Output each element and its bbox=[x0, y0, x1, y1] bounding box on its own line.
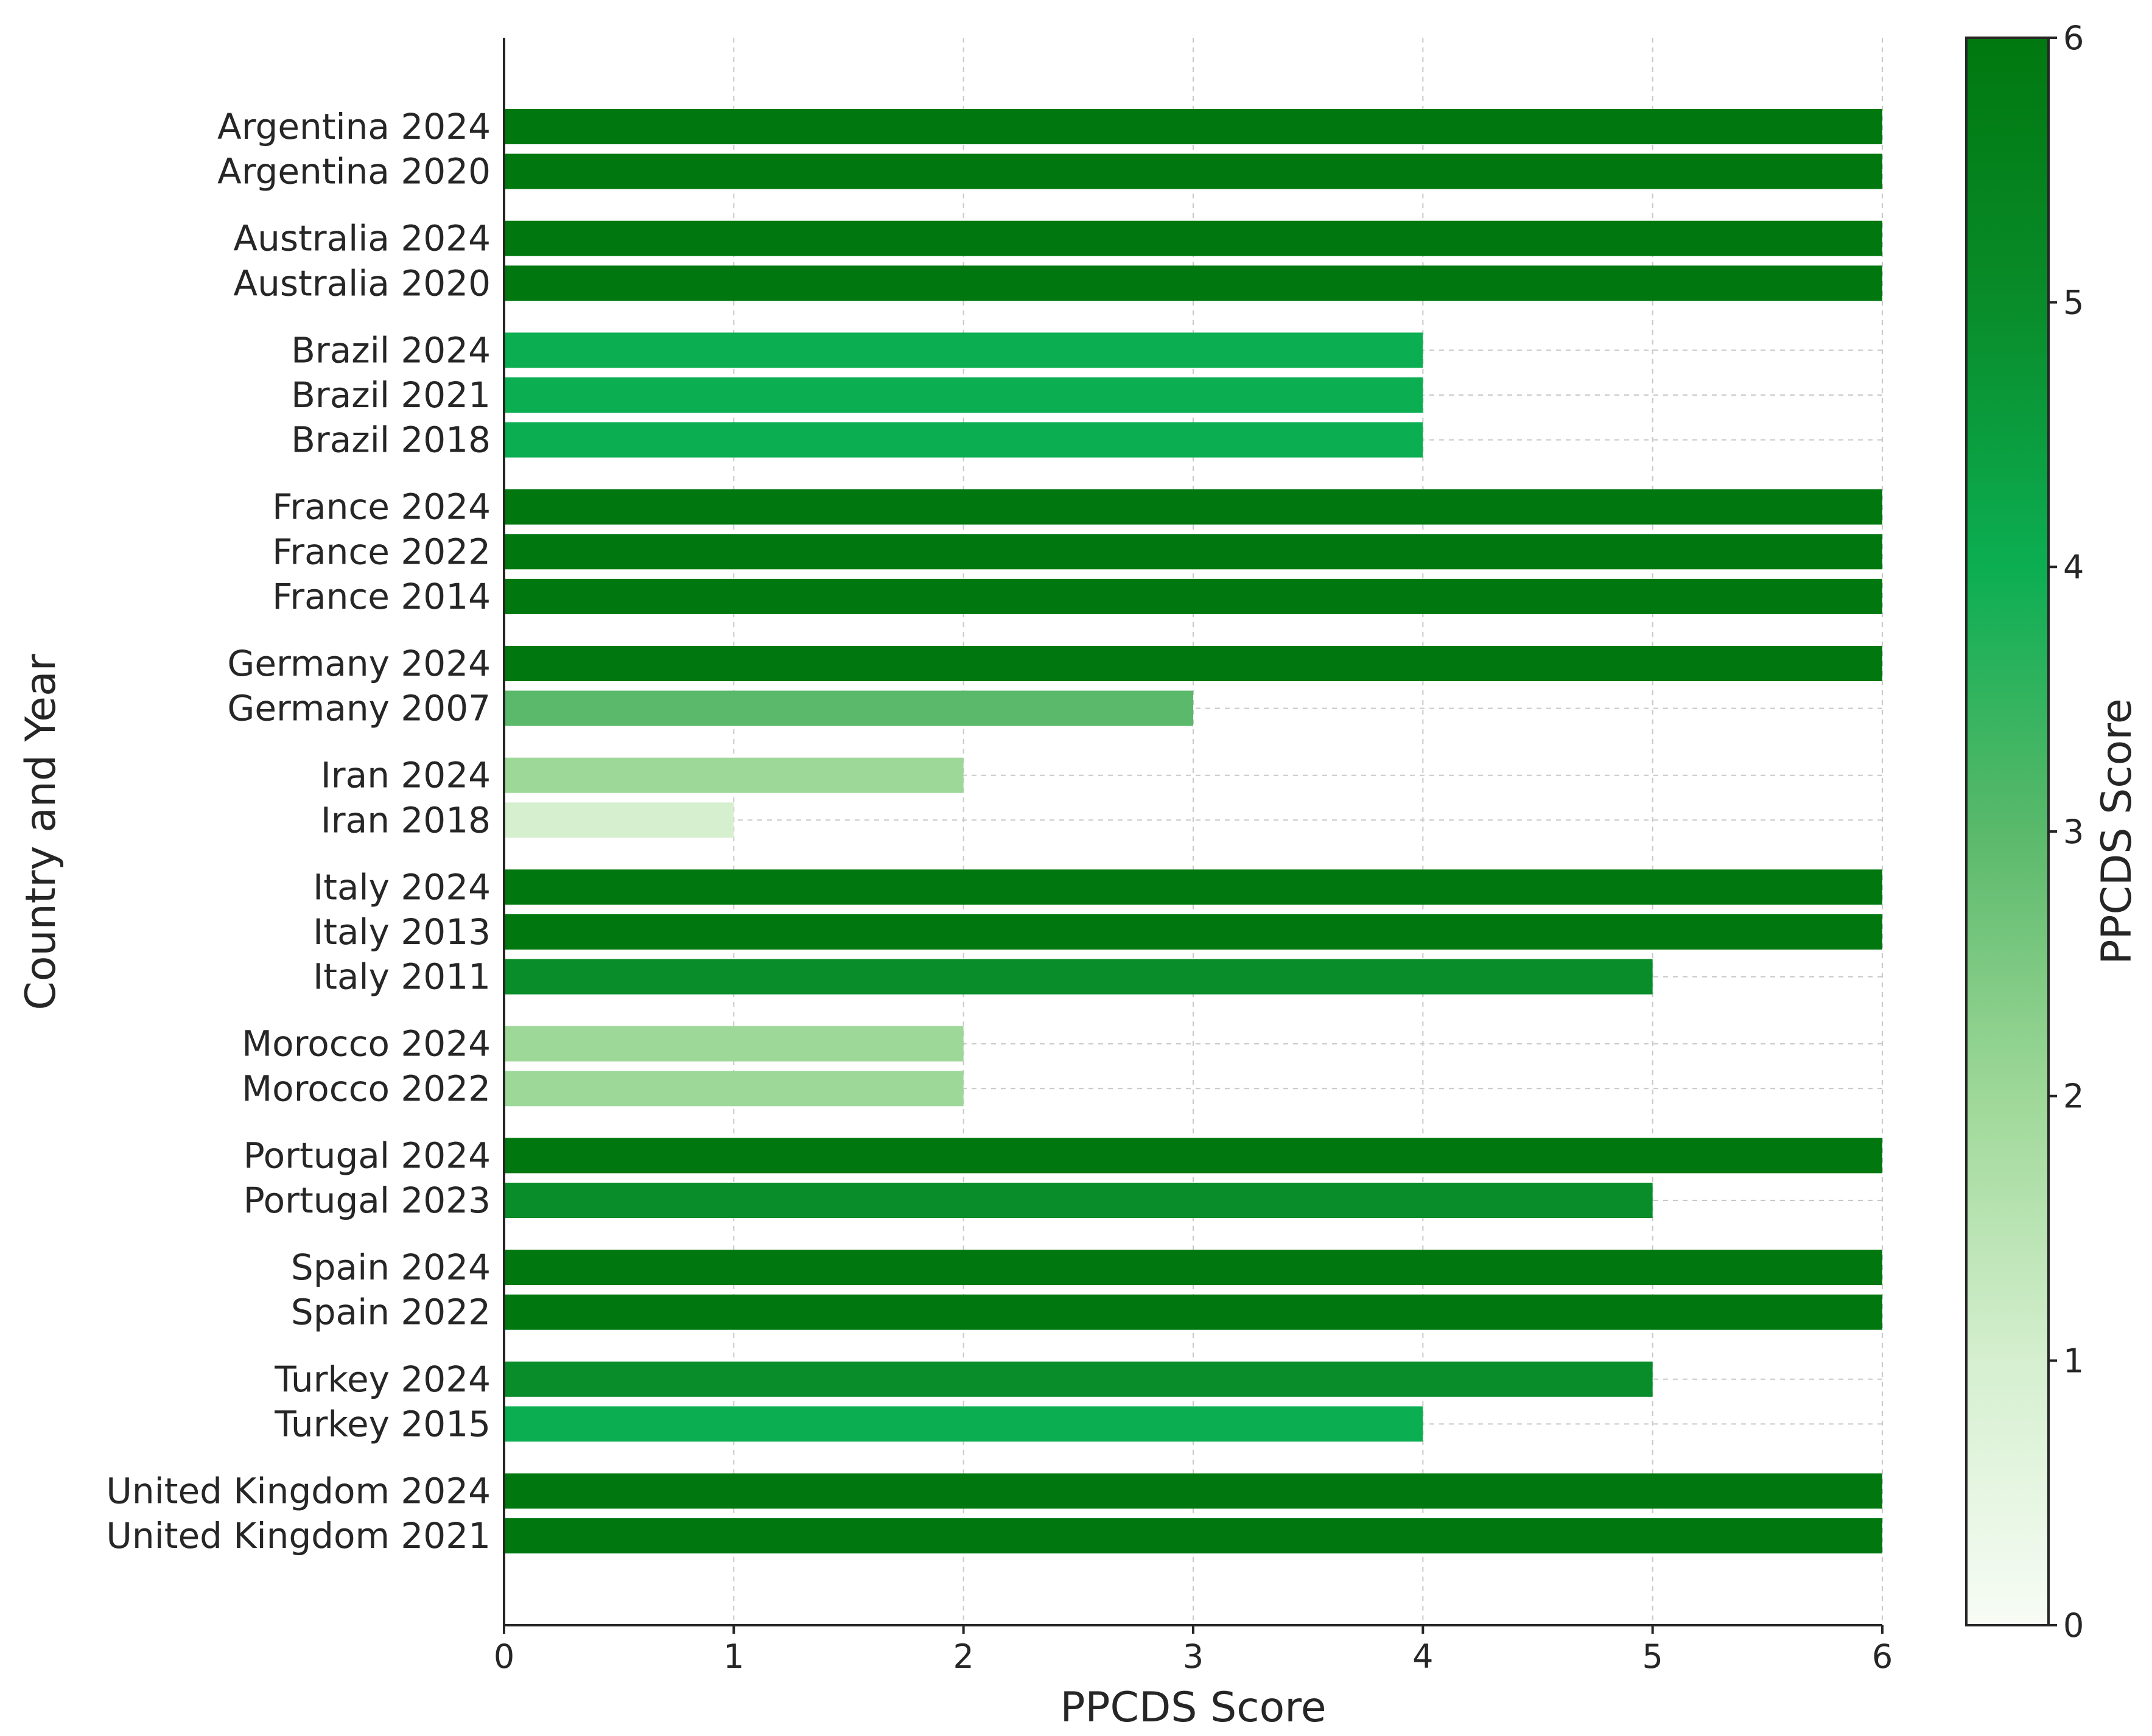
x-tick-label: 4 bbox=[1412, 1637, 1433, 1676]
category-label: France 2022 bbox=[272, 531, 491, 572]
colorbar-tick-label: 4 bbox=[2063, 548, 2084, 586]
bar bbox=[504, 534, 1882, 570]
colorbar: 0 1 2 3 4 5 6 PPCDS Score bbox=[1965, 19, 2141, 1645]
bar bbox=[504, 377, 1423, 413]
bars bbox=[504, 109, 1882, 1554]
bar bbox=[504, 1294, 1882, 1330]
bar bbox=[504, 914, 1882, 950]
category-label: Iran 2024 bbox=[321, 755, 491, 796]
colorbar-gradient bbox=[1965, 37, 2050, 1626]
bar bbox=[504, 1071, 964, 1107]
colorbar-title: PPCDS Score bbox=[2093, 698, 2141, 964]
category-label: Portugal 2024 bbox=[244, 1135, 491, 1176]
colorbar-tick-label: 1 bbox=[2063, 1342, 2084, 1380]
category-label: Turkey 2024 bbox=[274, 1359, 491, 1400]
bar bbox=[504, 802, 734, 838]
bar bbox=[504, 109, 1882, 144]
x-tick-label: 2 bbox=[953, 1637, 973, 1676]
category-label: Germany 2007 bbox=[227, 688, 491, 729]
bar bbox=[504, 869, 1882, 905]
colorbar-tick-label: 5 bbox=[2063, 284, 2084, 322]
category-label: Italy 2013 bbox=[313, 911, 491, 953]
bar bbox=[504, 1406, 1423, 1442]
category-label: Portugal 2023 bbox=[244, 1180, 491, 1221]
colorbar-tick-label: 0 bbox=[2063, 1606, 2084, 1645]
category-label: Iran 2018 bbox=[321, 799, 491, 841]
bar bbox=[504, 1361, 1653, 1397]
colorbar-tick-label: 6 bbox=[2063, 19, 2084, 57]
bar bbox=[504, 757, 964, 793]
x-tick-labels: 0 1 2 3 4 5 6 bbox=[494, 1625, 1893, 1676]
category-label: France 2014 bbox=[272, 576, 491, 617]
category-label: Argentina 2024 bbox=[217, 106, 491, 147]
bar bbox=[504, 1026, 964, 1062]
bar bbox=[504, 1183, 1653, 1218]
bar bbox=[504, 578, 1882, 614]
bar bbox=[504, 1518, 1882, 1554]
bar bbox=[504, 220, 1882, 256]
category-label: France 2024 bbox=[272, 486, 491, 528]
x-tick-label: 6 bbox=[1872, 1637, 1893, 1676]
x-tick-label: 5 bbox=[1642, 1637, 1663, 1676]
bar bbox=[504, 489, 1882, 525]
bar bbox=[504, 332, 1423, 368]
y-axis-title: Country and Year bbox=[17, 654, 65, 1010]
colorbar-ticks: 0 1 2 3 4 5 6 bbox=[2049, 19, 2084, 1645]
bar bbox=[504, 422, 1423, 458]
x-tick-label: 1 bbox=[723, 1637, 744, 1676]
category-label: Spain 2022 bbox=[291, 1292, 491, 1333]
category-label: Morocco 2022 bbox=[242, 1068, 491, 1109]
category-label: United Kingdom 2021 bbox=[106, 1515, 491, 1556]
category-label: Argentina 2020 bbox=[217, 151, 491, 192]
bar bbox=[504, 1250, 1882, 1286]
category-label: Spain 2024 bbox=[291, 1247, 491, 1288]
bar bbox=[504, 959, 1653, 995]
x-tick-label: 0 bbox=[494, 1637, 514, 1676]
category-label: Brazil 2024 bbox=[291, 329, 491, 371]
category-label: Turkey 2015 bbox=[274, 1403, 491, 1444]
category-label: Brazil 2021 bbox=[291, 374, 491, 416]
bar bbox=[504, 153, 1882, 189]
bar bbox=[504, 265, 1882, 301]
x-axis-title: PPCDS Score bbox=[1060, 1684, 1326, 1732]
category-label: Italy 2011 bbox=[313, 956, 491, 998]
bar bbox=[504, 1138, 1882, 1174]
colorbar-tick-label: 3 bbox=[2063, 813, 2084, 851]
category-label: Italy 2024 bbox=[313, 866, 491, 908]
category-label: Germany 2024 bbox=[227, 643, 491, 684]
colorbar-tick-label: 2 bbox=[2063, 1077, 2084, 1116]
category-label: Australia 2020 bbox=[233, 262, 491, 304]
category-label: Brazil 2018 bbox=[291, 419, 491, 461]
bar bbox=[504, 1473, 1882, 1509]
x-tick-label: 3 bbox=[1183, 1637, 1204, 1676]
category-label: United Kingdom 2024 bbox=[106, 1471, 491, 1512]
bar bbox=[504, 690, 1193, 726]
category-label: Australia 2024 bbox=[233, 218, 491, 259]
bar bbox=[504, 646, 1882, 681]
category-label: Morocco 2024 bbox=[242, 1023, 491, 1065]
